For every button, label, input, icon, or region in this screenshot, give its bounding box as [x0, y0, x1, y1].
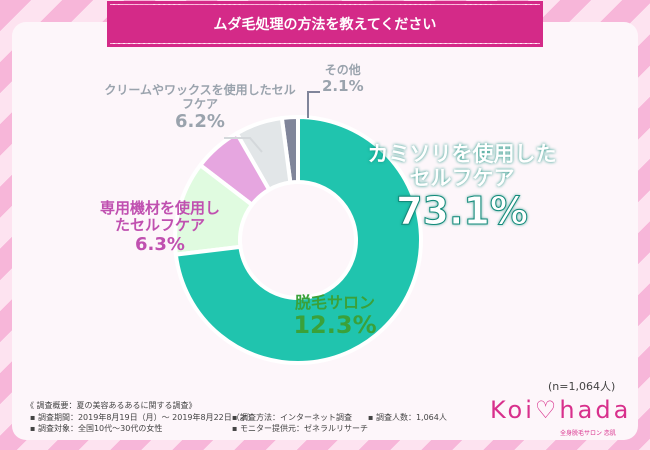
sample-size: (n=1,064人) [548, 380, 616, 393]
leader-line-cream [224, 137, 263, 153]
notes-target: ▪ 調査対象：全国10代～30代の女性 [30, 424, 163, 433]
notes-period: ▪ 調査期間：2019年8月19日（月）～ 2019年8月22日（木） [30, 413, 256, 422]
razor-label-group: カミソリを使用したセルフケア 73.1% [352, 142, 572, 234]
other-label-group: その他 2.1% [322, 63, 364, 95]
device-label-group: 専用機材を使用したセルフケア 6.3% [80, 199, 240, 255]
chart-title: ムダ毛処理の方法を教えてください [107, 1, 543, 47]
notes-provider: ▪ モニター提供元：ゼネラルリサーチ [232, 424, 368, 433]
label-cream: クリームやワックスを使用したセルフケア [104, 83, 296, 111]
logo: Koi♡hada [490, 396, 632, 424]
label-device: 専用機材を使用したセルフケア [100, 199, 221, 235]
value-salon: 12.3% [293, 311, 377, 340]
label-razor: カミソリを使用したセルフケア [367, 142, 557, 191]
label-salon: 脱毛サロン [294, 293, 375, 312]
slice-cream [233, 115, 293, 193]
value-cream: 6.2% [175, 110, 225, 132]
label-other: その他 [324, 63, 361, 77]
notes-method: ▪ 調査方法：インターネット調査 [232, 413, 352, 422]
notes-heading: 《 調査概要：夏の美容あるあるに関する調査》 [26, 401, 197, 410]
value-other: 2.1% [322, 76, 364, 95]
notes-count: ▪ 調査人数：1,064人 [368, 413, 447, 422]
slice-device [197, 130, 272, 208]
slice-razor [173, 114, 423, 365]
leader-line-other [307, 91, 320, 118]
logo-subtitle: 全身脱毛サロン 恋肌 [560, 430, 616, 437]
cream-label-group: クリームやワックスを使用したセルフケア 6.2% [100, 83, 300, 132]
slice-salon [173, 162, 255, 257]
value-device: 6.3% [135, 233, 185, 255]
value-razor: 73.1% [396, 189, 529, 234]
chart-card [12, 22, 638, 440]
salon-label-group: 脱毛サロン 12.3% [280, 293, 390, 340]
